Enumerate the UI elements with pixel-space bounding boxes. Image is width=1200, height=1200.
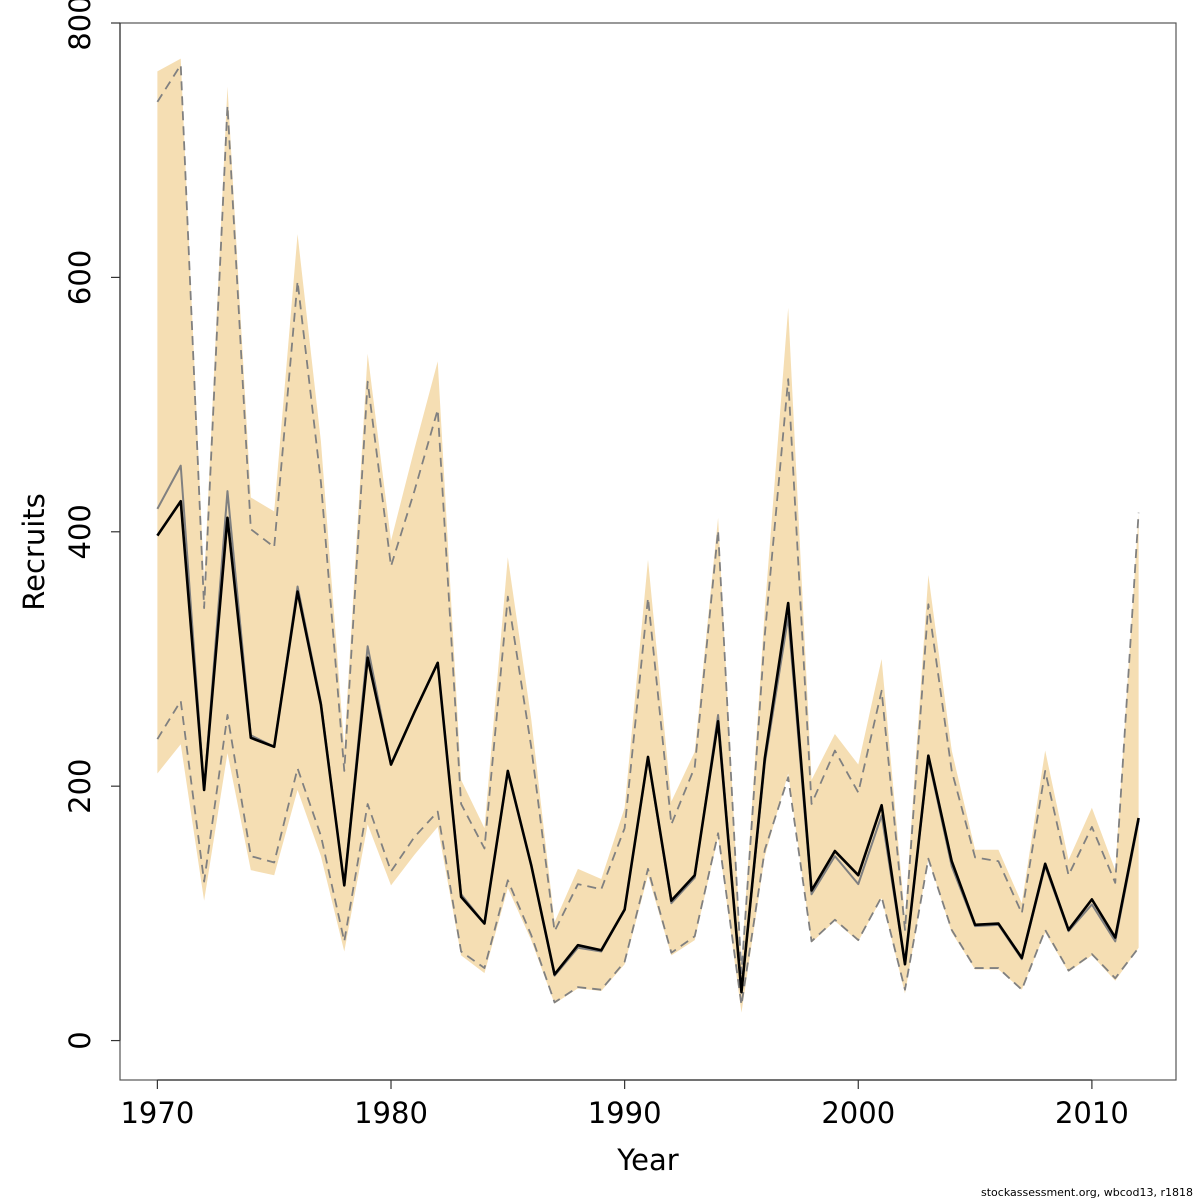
y-tick-label: 0 (63, 1031, 97, 1049)
comparison-upper-bound-line (156, 64, 1140, 975)
y-tick-label: 200 (63, 758, 97, 813)
y-tick-label: 600 (63, 250, 97, 305)
footer-credit: stockassessment.org, wbcod13, r1818 (981, 1186, 1193, 1199)
x-axis-title: Year (616, 1143, 678, 1177)
comparison-lower-bound-line (156, 700, 1140, 1006)
x-tick-label: 1980 (354, 1096, 428, 1130)
x-tick-label: 1970 (120, 1096, 194, 1130)
y-tick-label: 400 (63, 504, 97, 559)
x-tick-label: 2010 (1055, 1096, 1129, 1130)
y-axis-title: Recruits (17, 493, 51, 610)
x-tick-label: 2000 (821, 1096, 895, 1130)
recruits-estimate-line (156, 499, 1140, 994)
confidence-band (157, 58, 1139, 1013)
x-tick-label: 1990 (588, 1096, 662, 1130)
y-tick-label: 800 (63, 0, 97, 51)
